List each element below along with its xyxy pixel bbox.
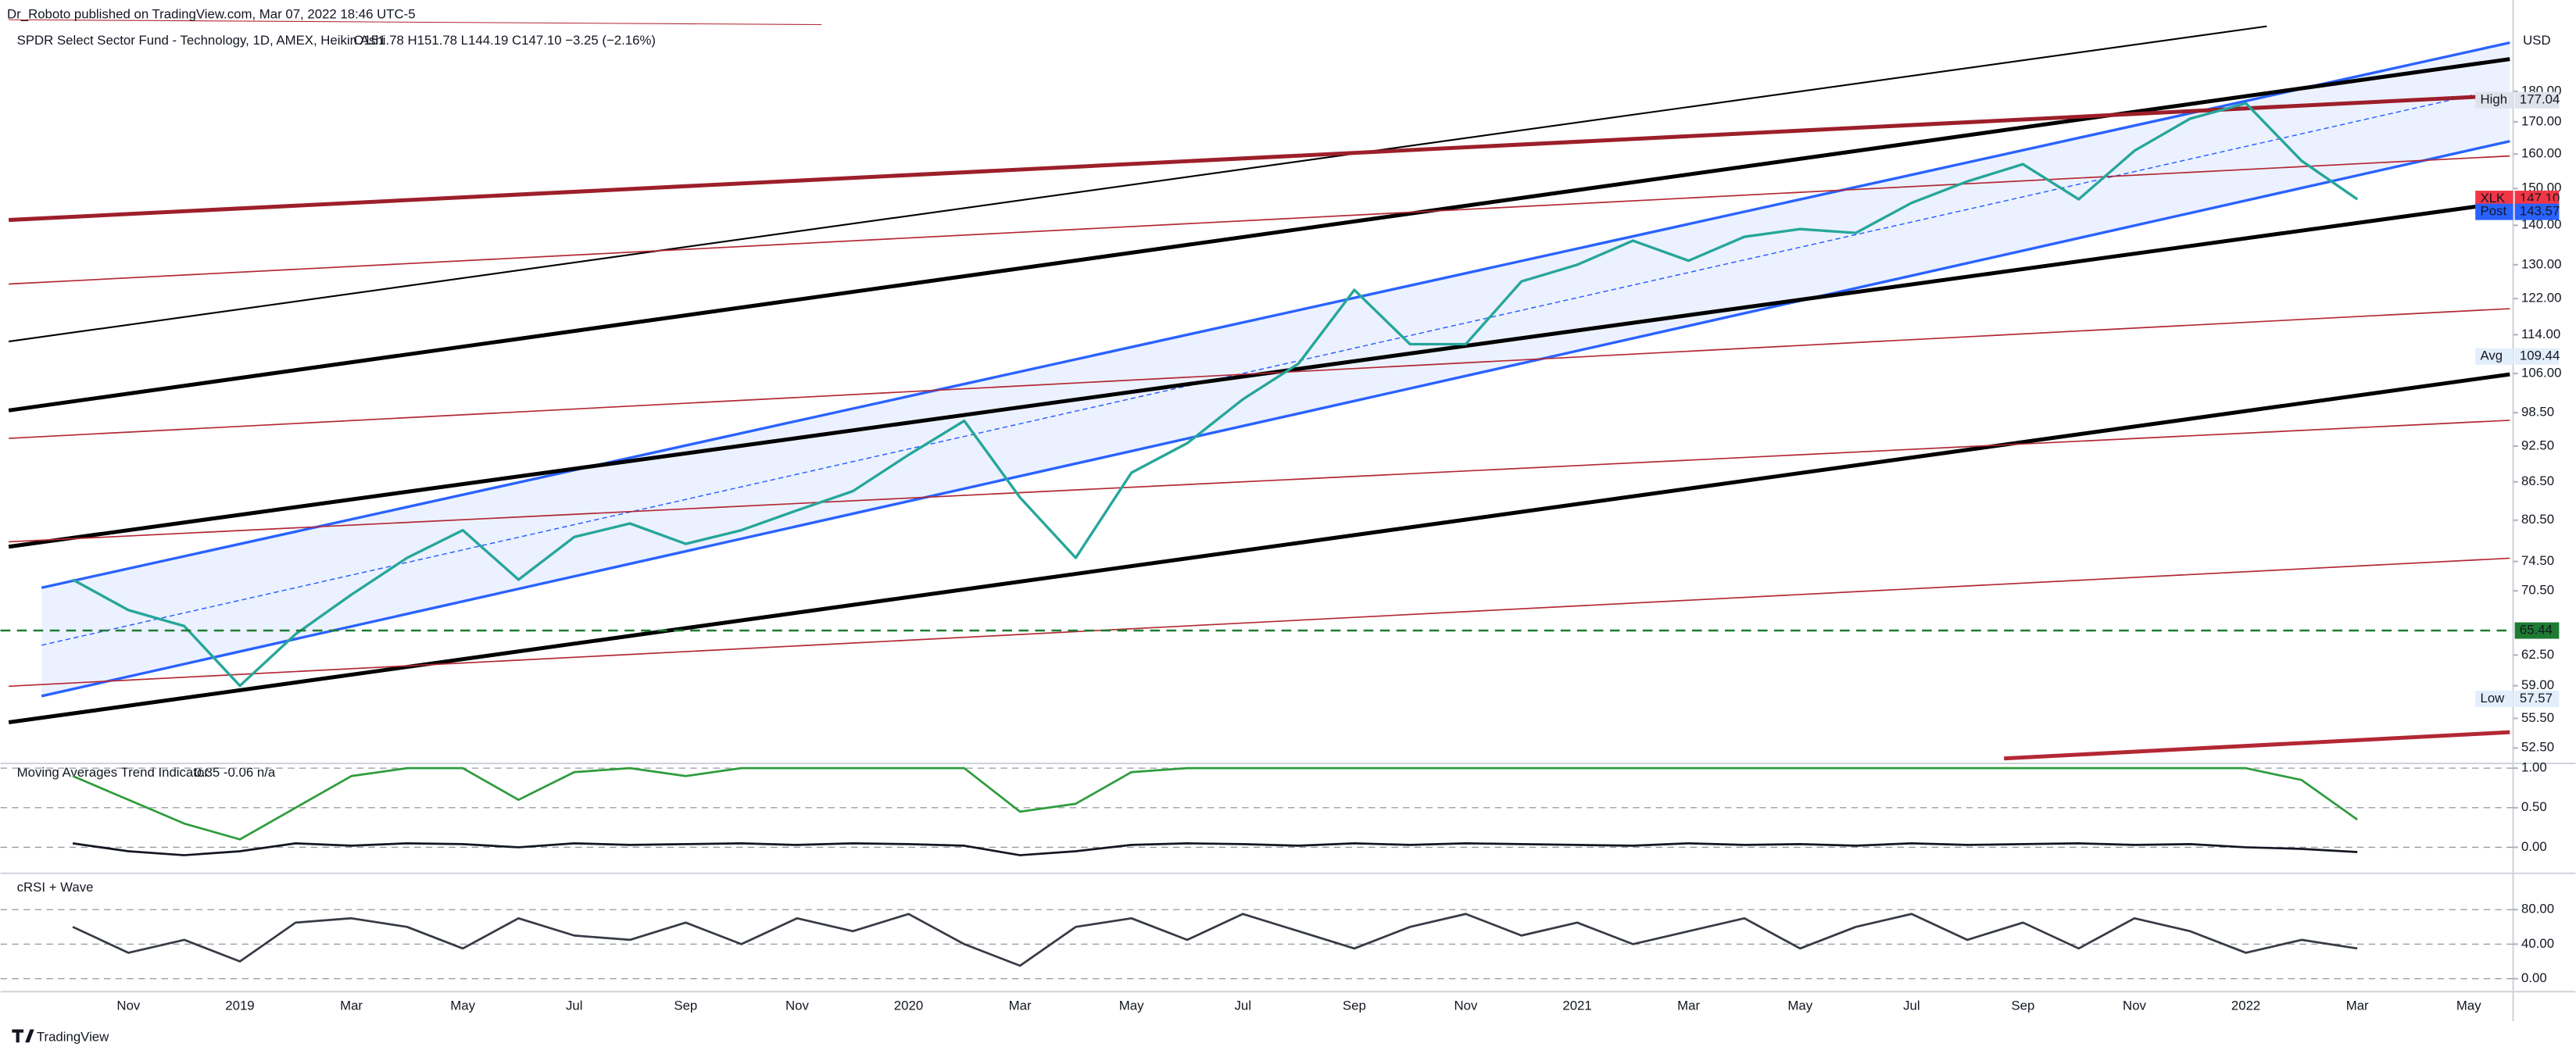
price-label-box	[2514, 203, 2560, 220]
series-line	[72, 766, 2358, 841]
price-label: 177.04	[2520, 92, 2560, 107]
x-tick-label: Nov	[116, 999, 140, 1013]
price-label-box	[2514, 622, 2560, 639]
x-tick-label: Nov	[2123, 999, 2146, 1013]
channel-line	[41, 41, 2510, 589]
x-tick-label: Nov	[1454, 999, 1478, 1013]
y-tick-label: 92.50	[2521, 438, 2554, 452]
series-line	[72, 842, 2358, 856]
y-tick-label: 0.50	[2521, 799, 2547, 814]
price-tag: Low	[2481, 691, 2506, 706]
price-label-box	[2514, 348, 2560, 365]
x-tick-label: May	[1119, 999, 1144, 1013]
x-tick-label: Mar	[2346, 999, 2369, 1013]
indicator-title: cRSI + Wave	[17, 880, 94, 895]
price-label: 57.57	[2520, 691, 2553, 706]
trend-line	[9, 420, 2510, 543]
y-tick-label: 62.50	[2521, 647, 2554, 662]
channel-mid	[41, 95, 2473, 646]
price-label: 143.57	[2520, 204, 2560, 219]
trend-line	[9, 308, 2510, 439]
x-tick-label: 2020	[894, 999, 923, 1013]
x-tick-label: May	[1787, 999, 1812, 1013]
x-tick-label: Mar	[340, 999, 363, 1013]
y-tick-label: 80.00	[2521, 902, 2554, 916]
x-tick-label: Jul	[1235, 999, 1251, 1013]
trend-line	[9, 557, 2510, 688]
price-tag-box	[2475, 690, 2513, 707]
trend-line	[9, 155, 2510, 285]
y-tick-label: 70.50	[2521, 583, 2554, 598]
chart-title: SPDR Select Sector Fund - Technology, 1D…	[17, 33, 386, 48]
y-tick-label: 59.00	[2521, 677, 2554, 692]
price-tag: Post	[2481, 204, 2507, 219]
y-tick-label: 106.00	[2521, 365, 2561, 380]
trend-line	[2004, 730, 2510, 761]
y-tick-label: 52.50	[2521, 740, 2554, 755]
x-tick-label: Jul	[566, 999, 582, 1013]
currency: USD	[2523, 33, 2550, 48]
series-line	[72, 913, 2358, 967]
x-tick-label: May	[450, 999, 475, 1013]
y-tick-label: 114.00	[2521, 327, 2560, 341]
ohlc: O151.78 H151.78 L144.19 C147.10 −3.25 (−…	[353, 33, 656, 48]
x-tick-label: May	[2456, 999, 2481, 1013]
y-tick-label: 170.00	[2521, 113, 2561, 128]
x-tick-label: Nov	[785, 999, 809, 1013]
price-label-box	[2514, 91, 2560, 109]
y-tick-label: 1.00	[2521, 760, 2547, 775]
x-tick-label: Jul	[1903, 999, 1919, 1013]
price-tag-box	[2475, 191, 2513, 208]
trend-line	[8, 199, 2510, 549]
price-label: 65.44	[2520, 622, 2553, 637]
y-tick-label: 98.50	[2521, 405, 2554, 420]
y-tick-label: 0.00	[2521, 839, 2547, 854]
price-tag-box	[2475, 91, 2513, 109]
series-line	[72, 102, 2359, 688]
channel-line	[41, 140, 2510, 698]
y-tick-label: 0.00	[2521, 970, 2547, 985]
price-tag-box	[2475, 348, 2513, 365]
price-tag: XLK	[2481, 191, 2506, 205]
x-tick-label: 2019	[225, 999, 254, 1013]
x-tick-label: Mar	[1009, 999, 1032, 1013]
y-tick-label: 86.50	[2521, 473, 2554, 488]
x-tick-label: Sep	[1343, 999, 1366, 1013]
brand: TradingView	[37, 1029, 109, 1044]
price-tag-box	[2475, 203, 2513, 220]
price-tag: Avg	[2481, 348, 2503, 363]
price-label-box	[2514, 690, 2560, 707]
y-tick-label: 55.50	[2521, 710, 2554, 725]
indicator-title: Moving Averages Trend Indicator	[17, 765, 209, 780]
trend-line	[9, 19, 822, 26]
y-tick-label: 40.00	[2521, 936, 2554, 951]
y-tick-label: 80.50	[2521, 512, 2554, 527]
y-tick-label: 160.00	[2521, 146, 2561, 161]
trend-line	[8, 25, 2267, 343]
price-tag: High	[2481, 92, 2508, 107]
x-tick-label: Sep	[674, 999, 697, 1013]
y-tick-label: 74.50	[2521, 553, 2554, 568]
x-tick-label: 2021	[1562, 999, 1591, 1013]
x-tick-label: Sep	[2011, 999, 2034, 1013]
x-tick-label: Mar	[1677, 999, 1700, 1013]
y-tick-label: 122.00	[2521, 291, 2561, 305]
trend-line	[9, 93, 2510, 223]
y-tick-label: 130.00	[2521, 256, 2561, 271]
publisher: Dr_Roboto published on TradingView.com, …	[7, 6, 416, 21]
indicator-values: 0.35 -0.06 n/a	[195, 765, 276, 780]
brand-logo	[12, 1029, 34, 1043]
price-label: 109.44	[2520, 348, 2560, 363]
y-tick-label: 140.00	[2521, 217, 2561, 232]
x-tick-label: 2022	[2231, 999, 2260, 1013]
